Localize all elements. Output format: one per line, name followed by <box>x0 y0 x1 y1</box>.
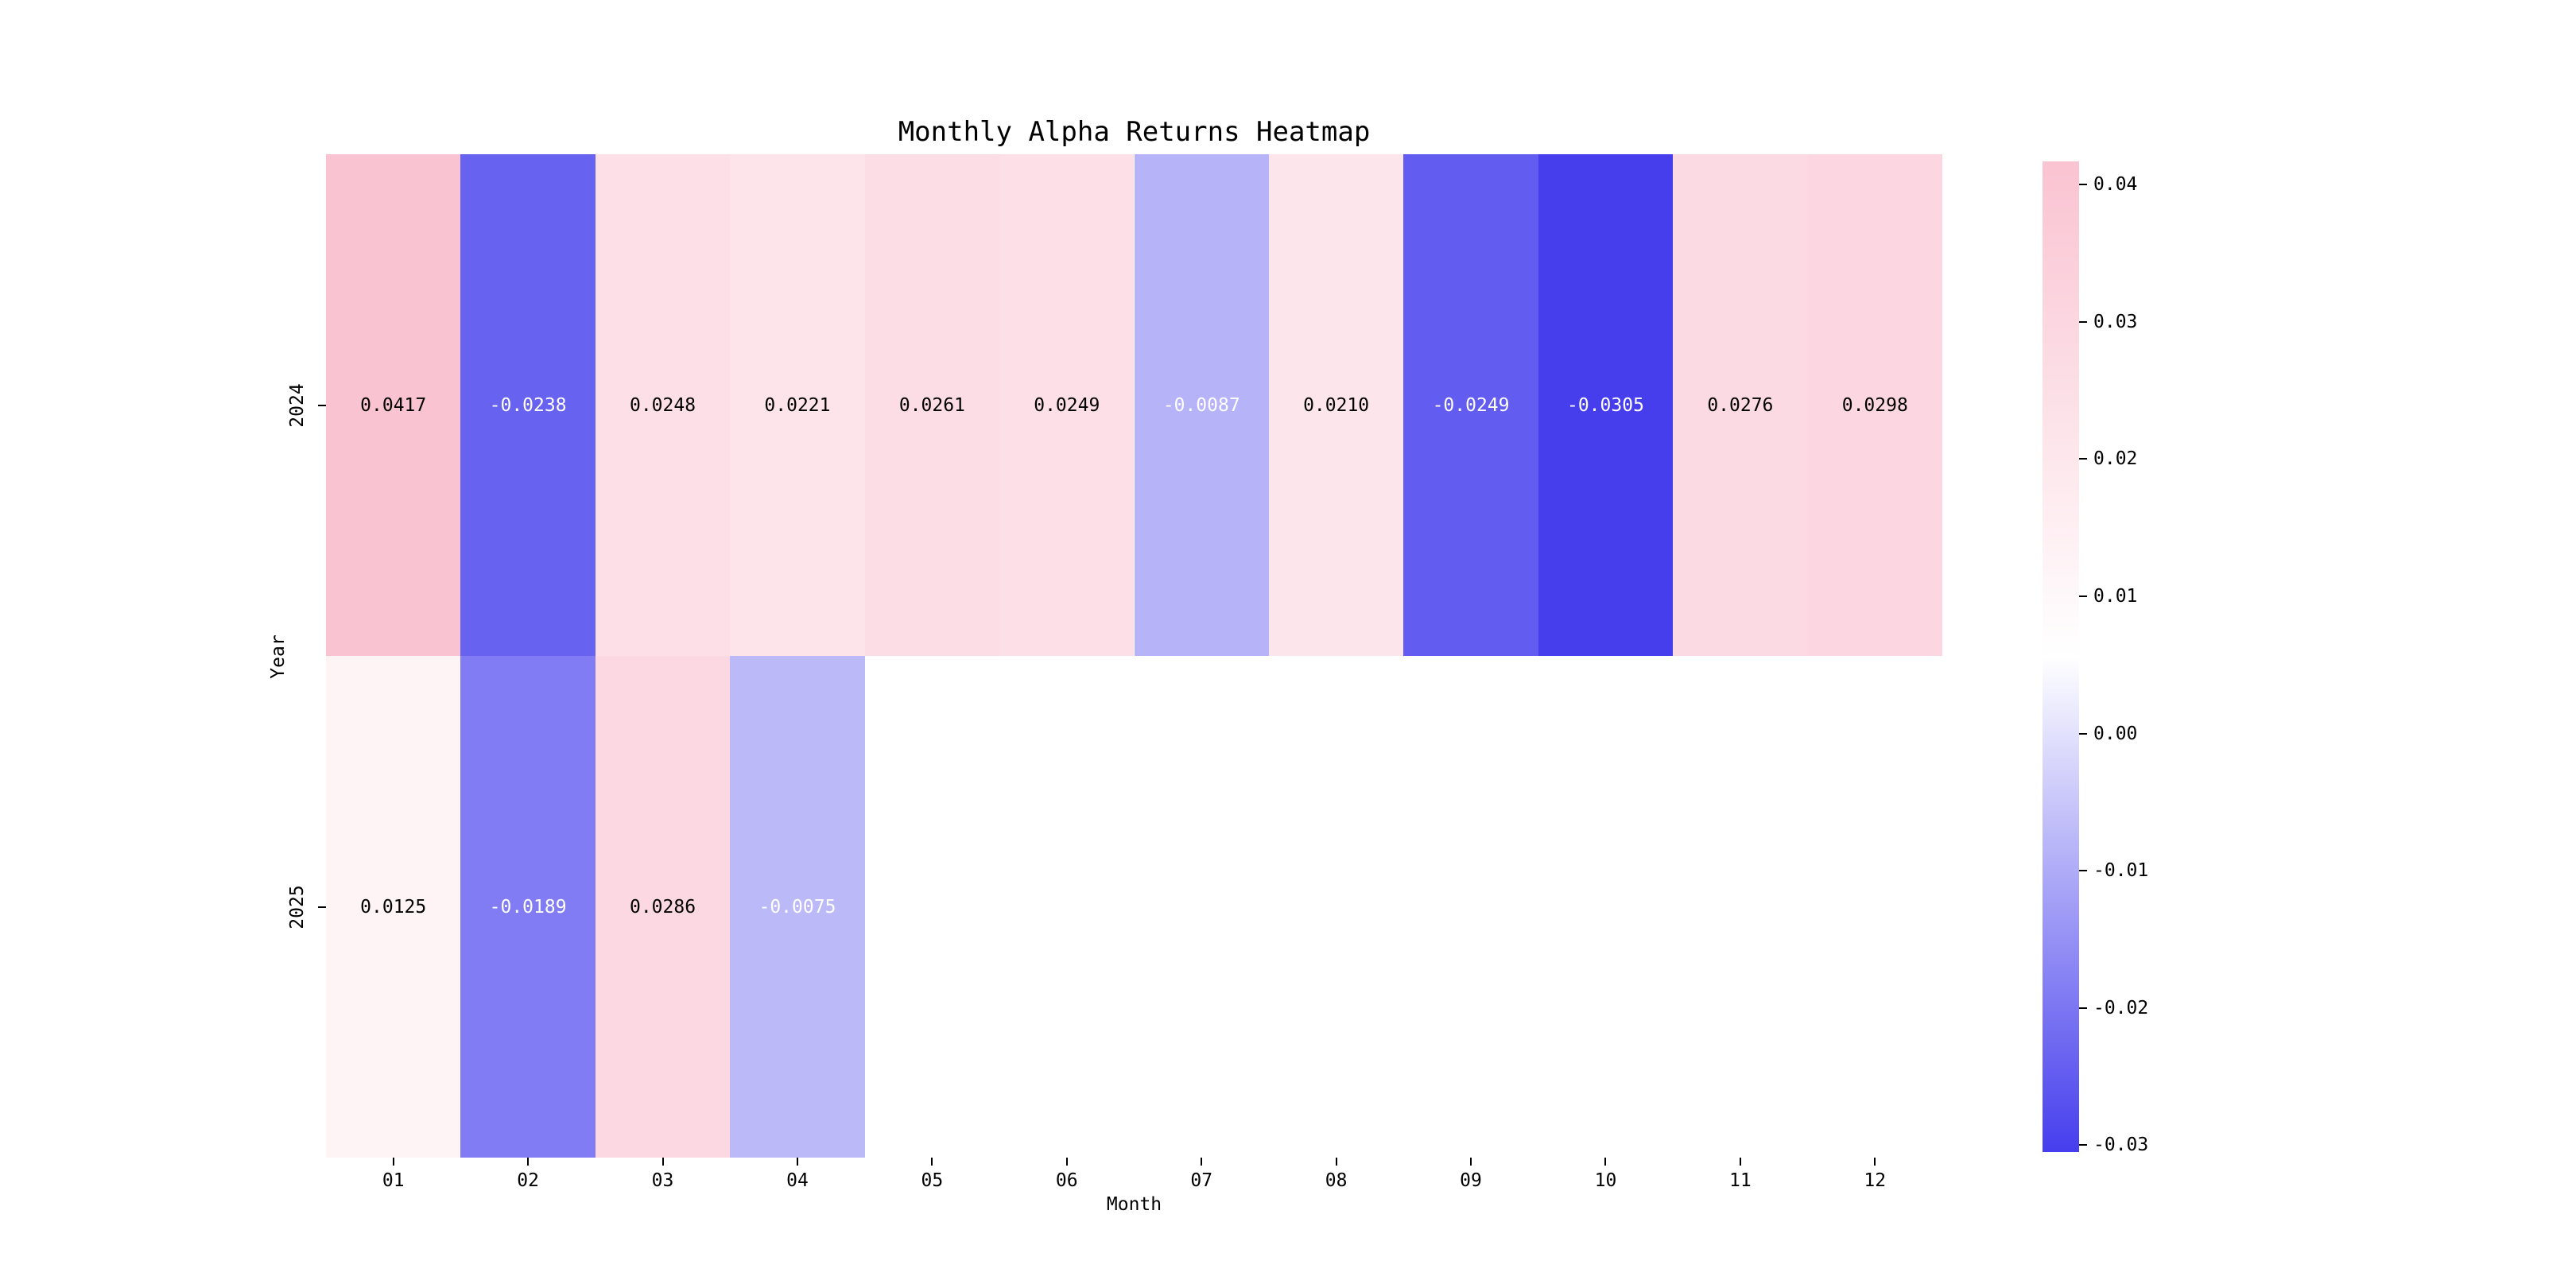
x-tick-mark <box>392 1158 394 1166</box>
x-tick-mark <box>1201 1158 1203 1166</box>
colorbar-tick-mark <box>2079 596 2087 598</box>
x-tick-label: 11 <box>1729 1170 1752 1191</box>
y-tick-mark <box>318 906 326 908</box>
colorbar-tick-label: -0.03 <box>2093 1135 2149 1156</box>
heatmap-cell: 0.0298 <box>1807 154 1942 656</box>
x-axis-label: Month <box>1106 1194 1162 1215</box>
heatmap-cell: -0.0249 <box>1403 154 1538 656</box>
colorbar-tick-mark <box>2079 1144 2087 1146</box>
x-tick-mark <box>1604 1158 1607 1166</box>
x-tick-mark <box>661 1158 664 1166</box>
colorbar-tick-label: 0.00 <box>2093 723 2138 744</box>
heatmap-cell <box>1807 656 1942 1158</box>
heatmap-cell <box>1538 656 1674 1158</box>
heatmap-cell: -0.0305 <box>1538 154 1674 656</box>
x-tick-label: 01 <box>382 1170 405 1191</box>
chart-title: Monthly Alpha Returns Heatmap <box>898 116 1371 148</box>
x-tick-label: 10 <box>1594 1170 1617 1191</box>
heatmap-cell: -0.0087 <box>1134 154 1269 656</box>
colorbar-tick-label: 0.02 <box>2093 448 2138 470</box>
heatmap-cell: 0.0249 <box>999 154 1135 656</box>
colorbar-tick-label: 0.04 <box>2093 174 2138 196</box>
heatmap-cell <box>864 656 1000 1158</box>
colorbar-tick-mark <box>2079 320 2087 323</box>
colorbar-tick-mark <box>2079 184 2087 186</box>
heatmap-cell: 0.0286 <box>595 656 731 1158</box>
heatmap-cell: 0.0417 <box>326 154 461 656</box>
y-tick-label: 2024 <box>287 382 308 428</box>
heatmap-cell: -0.0238 <box>460 154 596 656</box>
heatmap-cell: 0.0210 <box>1268 154 1404 656</box>
heatmap-cell: 0.0221 <box>730 154 865 656</box>
colorbar-tick-label: 0.03 <box>2093 311 2138 332</box>
heatmap-cell: 0.0276 <box>1673 154 1808 656</box>
heatmap-cell: 0.0261 <box>864 154 1000 656</box>
x-tick-mark <box>1470 1158 1472 1166</box>
x-tick-label: 12 <box>1864 1170 1887 1191</box>
heatmap-cell <box>1673 656 1808 1158</box>
x-tick-mark <box>527 1158 530 1166</box>
x-tick-label: 07 <box>1190 1170 1213 1191</box>
colorbar-tick-label: -0.01 <box>2093 860 2149 882</box>
heatmap-cell: -0.0189 <box>460 656 596 1158</box>
colorbar-tick-label: 0.01 <box>2093 586 2138 607</box>
colorbar <box>2043 161 2079 1152</box>
y-tick-mark <box>318 404 326 406</box>
x-tick-label: 05 <box>921 1170 944 1191</box>
heatmap-cell <box>1268 656 1404 1158</box>
colorbar-tick-label: -0.02 <box>2093 997 2149 1018</box>
colorbar-tick-mark <box>2079 1007 2087 1009</box>
colorbar-tick-mark <box>2079 732 2087 735</box>
x-tick-label: 02 <box>517 1170 539 1191</box>
colorbar-tick-mark <box>2079 458 2087 460</box>
x-tick-label: 04 <box>786 1170 809 1191</box>
heatmap-plot-area: 0.0417 -0.0238 0.0248 0.0221 0.0261 0.0249 -0.… <box>326 154 1942 1158</box>
x-tick-mark <box>1335 1158 1337 1166</box>
x-tick-label: 06 <box>1055 1170 1078 1191</box>
heatmap-cell: 0.0248 <box>595 154 731 656</box>
colorbar-tick-mark <box>2079 870 2087 872</box>
heatmap-cell: -0.0075 <box>730 656 865 1158</box>
heatmap-cell <box>999 656 1135 1158</box>
x-tick-mark <box>931 1158 933 1166</box>
heatmap-cell <box>1403 656 1538 1158</box>
heatmap-cell: 0.0125 <box>326 656 461 1158</box>
x-tick-mark <box>1065 1158 1068 1166</box>
x-tick-mark <box>1874 1158 1876 1166</box>
x-tick-label: 08 <box>1325 1170 1348 1191</box>
x-tick-mark <box>1739 1158 1741 1166</box>
y-axis-label: Year <box>268 634 289 679</box>
x-tick-label: 09 <box>1460 1170 1482 1191</box>
y-tick-label: 2025 <box>287 884 308 929</box>
x-tick-label: 03 <box>651 1170 674 1191</box>
x-tick-mark <box>796 1158 798 1166</box>
heatmap-cell <box>1134 656 1269 1158</box>
